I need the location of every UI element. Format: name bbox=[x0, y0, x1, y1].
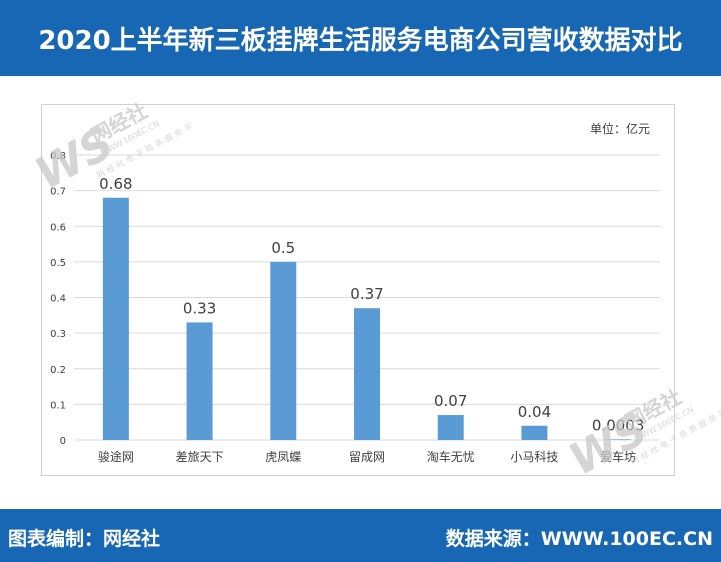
chart-panel: 0 0.1 0.2 0.3 0.4 0.5 0.6 0.7 0.8 0.68 0.33 0.5 0.3… bbox=[41, 104, 675, 476]
value-label: 0.68 bbox=[99, 175, 132, 193]
value-label: 0.33 bbox=[183, 299, 216, 317]
header-bar: 2020上半年新三板挂牌生活服务电商公司营收数据对比 bbox=[0, 0, 721, 76]
y-tick-label: 0 bbox=[60, 436, 66, 447]
x-tick-label: 骏途网 bbox=[98, 449, 134, 464]
unit-label: 单位：亿元 bbox=[590, 121, 650, 136]
gridlines bbox=[74, 154, 660, 441]
y-tick-label: 0.2 bbox=[50, 365, 66, 376]
x-tick-label: 淘车无忧 bbox=[427, 449, 475, 464]
x-tick-label: 差旅天下 bbox=[176, 450, 224, 464]
value-label: 0.5 bbox=[271, 239, 295, 257]
y-tick-label: 0.8 bbox=[50, 151, 66, 162]
x-tick-label: 小马科技 bbox=[510, 450, 558, 464]
bar bbox=[186, 322, 213, 440]
bar bbox=[354, 308, 380, 440]
y-tick-label: 0.4 bbox=[50, 294, 66, 305]
x-tick-label: 爱车坊 bbox=[600, 449, 636, 464]
x-tick-label: 留成网 bbox=[349, 450, 385, 464]
y-tick-label: 0.7 bbox=[50, 187, 66, 198]
y-tick-label: 0.1 bbox=[50, 400, 66, 411]
x-tick-label: 虎凤蝶 bbox=[265, 449, 301, 464]
bar bbox=[102, 197, 129, 440]
y-tick-label: 0.3 bbox=[50, 329, 66, 340]
value-label: 0.04 bbox=[518, 403, 551, 421]
data-source: 数据来源：WWW.100EC.CN bbox=[445, 528, 713, 550]
value-label: 0.0003 bbox=[592, 416, 645, 434]
value-label: 0.37 bbox=[350, 285, 383, 303]
chart-editor: 图表编制：网经社 bbox=[8, 528, 161, 550]
value-labels: 0.68 0.33 0.5 0.37 0.07 0.04 0.0003 bbox=[99, 175, 644, 435]
value-label: 0.07 bbox=[434, 392, 467, 410]
x-axis-ticks: 骏途网 差旅天下 虎凤蝶 留成网 淘车无忧 小马科技 爱车坊 bbox=[98, 449, 636, 464]
bar bbox=[605, 439, 632, 440]
footer-bar: 图表编制：网经社 数据来源：WWW.100EC.CN bbox=[0, 509, 721, 562]
y-tick-label: 0.5 bbox=[50, 258, 66, 269]
bar-chart: 0 0.1 0.2 0.3 0.4 0.5 0.6 0.7 0.8 0.68 0.33 0.5 0.3… bbox=[50, 121, 660, 464]
y-axis-ticks: 0 0.1 0.2 0.3 0.4 0.5 0.6 0.7 0.8 bbox=[50, 151, 66, 447]
bar bbox=[270, 261, 297, 440]
bars bbox=[102, 197, 632, 440]
chart-title: 2020上半年新三板挂牌生活服务电商公司营收数据对比 bbox=[38, 25, 683, 56]
y-tick-label: 0.6 bbox=[50, 222, 66, 233]
bar bbox=[521, 425, 548, 440]
bar bbox=[437, 415, 464, 440]
